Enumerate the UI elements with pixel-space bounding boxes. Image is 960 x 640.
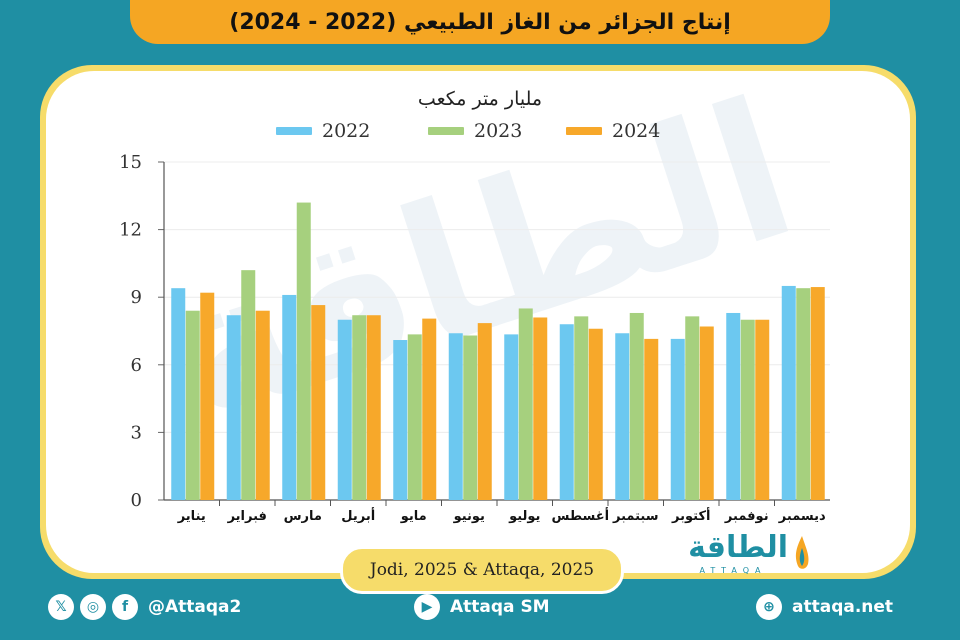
x-icon[interactable]: 𝕏	[48, 594, 74, 620]
x-tick-label: سبتمبر	[612, 509, 659, 524]
bar-2024	[644, 338, 659, 500]
bar-2022	[559, 324, 574, 500]
legend-item-2023: 2023	[428, 120, 522, 142]
bar-2022	[504, 334, 519, 500]
y-axis-unit-label: مليار متر مكعب	[417, 88, 543, 110]
bar-2024	[477, 323, 492, 500]
x-tick-label: يناير	[177, 509, 206, 524]
footer-website: ⊕ attaqa.net	[756, 594, 893, 620]
legend-swatch-2022	[276, 127, 312, 135]
bar-2022	[393, 340, 408, 500]
bar-2023	[296, 202, 311, 500]
legend-swatch-2023	[428, 127, 464, 135]
x-tick-label: أبريل	[341, 507, 375, 524]
bar-2024	[200, 292, 215, 500]
legend-label-2022: 2022	[322, 120, 371, 142]
youtube-handle[interactable]: Attaqa SM	[450, 597, 550, 617]
bar-2024	[810, 287, 825, 500]
bar-2023	[629, 312, 644, 500]
bar-2024	[588, 328, 603, 500]
x-tick-label: مايو	[400, 509, 427, 524]
bar-2022	[615, 333, 630, 500]
bar-2024	[533, 317, 548, 500]
bar-2023	[241, 270, 256, 500]
x-tick-label: ديسمبر	[778, 509, 826, 524]
bar-2022	[282, 294, 297, 500]
attaqa-logo: الطاقة ATTAQA	[668, 530, 816, 578]
x-tick-label: يونيو	[453, 509, 485, 524]
y-tick-label: 3	[131, 422, 142, 443]
bar-2023	[518, 308, 533, 500]
x-tick-label: مارس	[284, 509, 322, 524]
instagram-icon[interactable]: ◎	[80, 594, 106, 620]
x-tick-label: يوليو	[508, 509, 540, 524]
bar-2022	[171, 288, 186, 500]
y-tick-label: 12	[119, 220, 142, 241]
facebook-icon[interactable]: f	[112, 594, 138, 620]
x-tick-label: نوفمبر	[724, 509, 769, 524]
website-link[interactable]: attaqa.net	[792, 597, 894, 617]
bar-2024	[366, 315, 381, 500]
legend-swatch-2024	[566, 127, 602, 135]
bar-2024	[422, 318, 437, 500]
x-tick-label: فبراير	[227, 509, 267, 524]
footer-youtube: ▶ Attaqa SM	[414, 594, 550, 620]
logo-arabic-text: الطاقة	[688, 530, 788, 565]
chart-legend: 2022 2023 2024	[0, 120, 960, 144]
bar-2022	[726, 312, 741, 500]
bar-2022	[781, 285, 796, 500]
bar-2023	[352, 315, 367, 500]
globe-icon[interactable]: ⊕	[756, 594, 782, 620]
bar-2022	[337, 319, 352, 500]
bar-2023	[185, 310, 200, 500]
title-banner: إنتاج الجزائر من الغاز الطبيعي (2022 - 2…	[130, 0, 830, 44]
bar-2024	[755, 319, 770, 500]
y-tick-label: 9	[131, 287, 142, 308]
legend-label-2023: 2023	[474, 120, 523, 142]
bar-2023	[685, 316, 700, 500]
x-tick-label: أكتوبر	[671, 507, 710, 524]
y-tick-label: 6	[131, 355, 142, 376]
source-text: Jodi, 2025 & Attaqa, 2025	[369, 560, 595, 580]
social-handle[interactable]: @Attaqa2	[148, 597, 242, 617]
footer-social: 𝕏 ◎ f @Attaqa2	[48, 594, 241, 620]
bar-2024	[255, 310, 270, 500]
bar-2022	[448, 333, 463, 500]
bar-2023	[407, 334, 422, 500]
logo-english-text: ATTAQA	[699, 566, 767, 575]
flame-drop-icon	[795, 536, 809, 569]
bar-2024	[699, 326, 714, 500]
bar-2024	[311, 305, 326, 500]
source-citation: Jodi, 2025 & Attaqa, 2025	[340, 546, 624, 594]
legend-item-2022: 2022	[276, 120, 370, 142]
bar-2022	[670, 338, 685, 500]
bar-2023	[740, 319, 755, 500]
legend-label-2024: 2024	[612, 120, 661, 142]
y-tick-label: 15	[119, 152, 142, 173]
bar-2023	[574, 316, 589, 500]
chart-title: إنتاج الجزائر من الغاز الطبيعي (2022 - 2…	[229, 9, 731, 35]
bar-2023	[463, 335, 478, 500]
youtube-icon[interactable]: ▶	[414, 594, 440, 620]
bar-2022	[226, 315, 241, 500]
footer: 𝕏 ◎ f @Attaqa2 ▶ Attaqa SM ⊕ attaqa.net	[0, 590, 960, 630]
bar-2023	[796, 288, 811, 500]
legend-item-2024: 2024	[566, 120, 660, 142]
y-tick-label: 0	[131, 490, 142, 511]
x-tick-label: أغسطس	[551, 507, 609, 524]
